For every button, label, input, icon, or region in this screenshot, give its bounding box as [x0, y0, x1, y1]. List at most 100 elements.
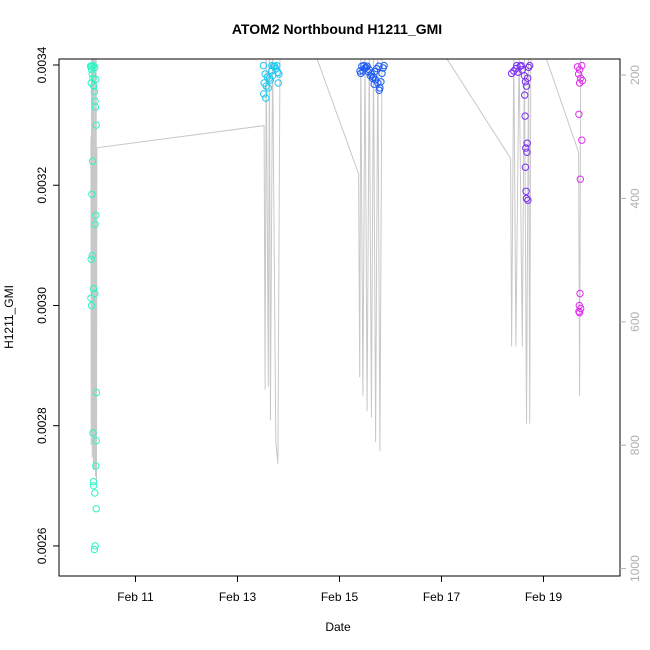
- data-point: [87, 301, 96, 310]
- data-point: [510, 67, 518, 75]
- x-tick-label: Feb 13: [219, 590, 257, 604]
- data-point: [91, 103, 100, 111]
- data-point: [91, 289, 99, 298]
- data-point: [91, 220, 99, 229]
- data-point: [363, 62, 371, 70]
- data-point: [89, 284, 98, 293]
- data-point: [88, 70, 97, 78]
- data-point: [575, 79, 584, 87]
- y2-tick-label: 200: [628, 65, 642, 85]
- data-point: [92, 388, 101, 397]
- data-point: [90, 482, 98, 490]
- data-point: [275, 70, 283, 78]
- data-point: [522, 144, 530, 152]
- data-point: [576, 175, 584, 183]
- y-tick-label: 0.0028: [35, 407, 49, 444]
- data-point: [521, 78, 530, 86]
- data-point: [360, 61, 368, 70]
- y2-tick-label: 600: [628, 311, 642, 331]
- data-point: [521, 91, 529, 99]
- y2-tick-label: 800: [628, 435, 642, 455]
- data-point: [521, 112, 529, 120]
- data-point: [578, 61, 586, 70]
- data-point: [92, 437, 100, 445]
- data-point: [523, 148, 531, 156]
- data-point: [87, 255, 95, 263]
- secondary-line: [90, 59, 582, 483]
- series-2: [259, 61, 283, 102]
- data-point: [92, 505, 100, 513]
- data-point: [88, 251, 97, 260]
- data-point: [517, 61, 525, 70]
- series-4: [507, 61, 534, 205]
- data-point: [523, 74, 532, 82]
- data-point: [380, 61, 388, 70]
- data-point: [575, 307, 583, 316]
- data-point: [576, 289, 584, 298]
- data-point: [526, 61, 534, 70]
- data-point: [90, 545, 99, 554]
- data-point: [575, 66, 584, 74]
- data-point: [90, 82, 98, 90]
- data-point: [92, 121, 100, 129]
- x-tick-label: Feb 19: [525, 590, 563, 604]
- axis-layer: Feb 11 Feb 13 Feb 15 Feb 17 Feb 19 0.0026 0.00…: [35, 46, 642, 604]
- data-point: [575, 110, 583, 119]
- data-point: [524, 63, 533, 72]
- data-point: [91, 542, 99, 550]
- data-point: [575, 309, 584, 317]
- series-1: [86, 61, 101, 554]
- data-point: [362, 63, 370, 72]
- data-point: [260, 90, 268, 98]
- data-point: [522, 194, 531, 203]
- y-tick-label: 0.0030: [35, 287, 49, 324]
- data-point: [91, 489, 99, 497]
- data-point: [524, 196, 532, 205]
- plot-layer: [86, 59, 587, 554]
- y-axis-label: H1211_GMI: [2, 285, 16, 349]
- series-3: [356, 61, 388, 95]
- x-tick-label: Feb 11: [117, 590, 154, 604]
- data-point: [375, 62, 383, 70]
- data-point: [274, 79, 282, 87]
- data-point: [266, 76, 275, 84]
- y2-tick-label: 1000: [628, 555, 642, 582]
- data-point: [92, 211, 100, 220]
- data-point: [370, 80, 378, 88]
- data-point: [574, 70, 583, 78]
- x-tick-label: Feb 17: [423, 590, 461, 604]
- data-point: [356, 67, 364, 75]
- data-point: [521, 163, 530, 171]
- data-point: [273, 61, 281, 70]
- data-point: [262, 82, 270, 90]
- y-tick-label: 0.0026: [35, 527, 49, 564]
- data-point: [88, 157, 97, 165]
- data-point: [522, 82, 531, 90]
- data-point: [523, 139, 531, 147]
- x-tick-label: Feb 15: [321, 590, 359, 604]
- data-point: [262, 94, 270, 102]
- y-tick-label: 0.0034: [35, 46, 49, 83]
- data-point: [513, 61, 521, 70]
- data-point: [92, 75, 100, 84]
- data-point: [577, 74, 585, 82]
- data-point: [378, 69, 386, 78]
- data-point: [92, 462, 100, 470]
- data-point: [366, 72, 374, 80]
- data-point: [87, 294, 95, 302]
- data-point: [90, 87, 99, 96]
- series-5: [573, 61, 587, 317]
- y2-tick-label: 400: [628, 188, 642, 208]
- data-point: [89, 477, 98, 486]
- y-tick-label: 0.0032: [35, 167, 49, 204]
- data-point: [268, 61, 276, 70]
- data-point: [259, 61, 268, 70]
- chart-title: ATOM2 Northbound H1211_GMI: [232, 21, 442, 37]
- x-axis-label: Date: [325, 620, 351, 634]
- data-point: [377, 78, 385, 86]
- data-point: [375, 86, 383, 95]
- data-point: [89, 61, 98, 70]
